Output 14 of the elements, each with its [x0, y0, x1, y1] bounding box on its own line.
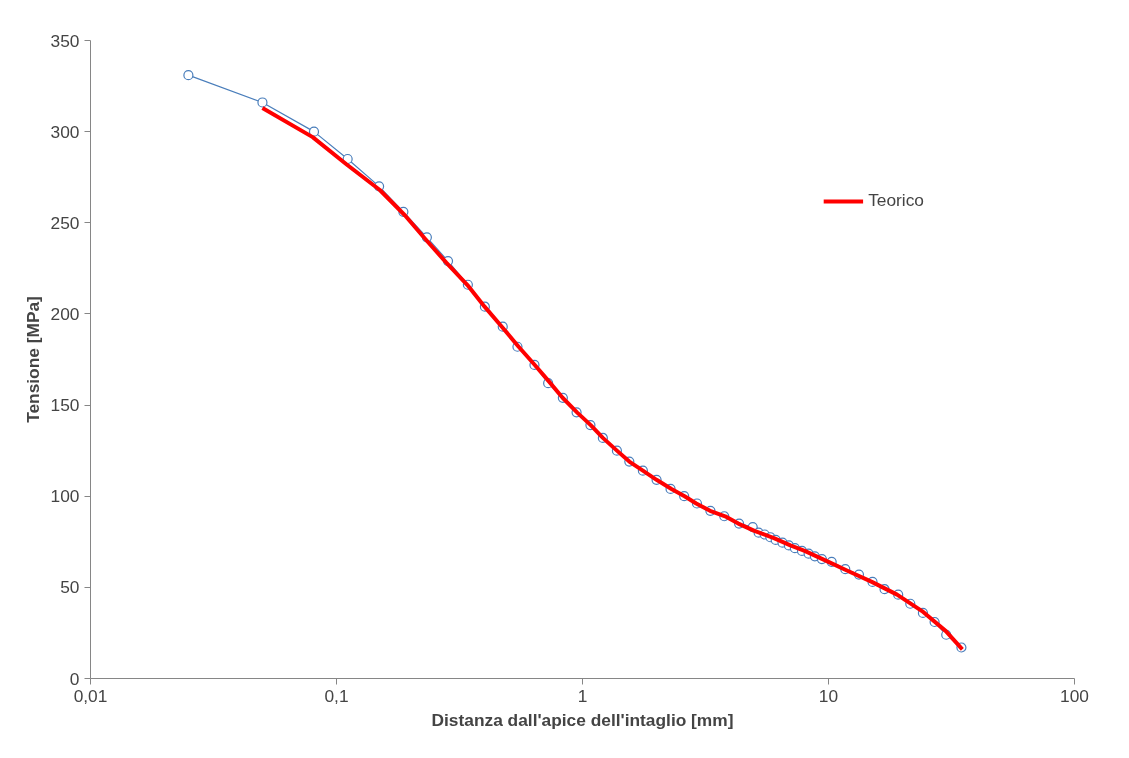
x-tick-label: 100: [1060, 685, 1089, 706]
y-tick-label: 300: [50, 121, 80, 142]
y-tick-label: 250: [50, 212, 80, 233]
x-tick-label: 1: [577, 685, 588, 706]
y-tick-label: 100: [50, 486, 80, 507]
x-axis-title: Distanza dall'apice dell'intaglio [mm]: [431, 709, 734, 730]
y-tick-label: 50: [60, 577, 80, 598]
x-tick-label: 0,1: [324, 685, 349, 706]
y-tick-label: 200: [50, 303, 80, 324]
legend-label: Teorico: [868, 190, 924, 211]
y-tick-label: 150: [50, 395, 80, 416]
x-tick-label: 10: [818, 685, 839, 706]
y-tick-label: 350: [50, 30, 80, 51]
y-axis-title: Tensione [MPa]: [22, 296, 43, 423]
